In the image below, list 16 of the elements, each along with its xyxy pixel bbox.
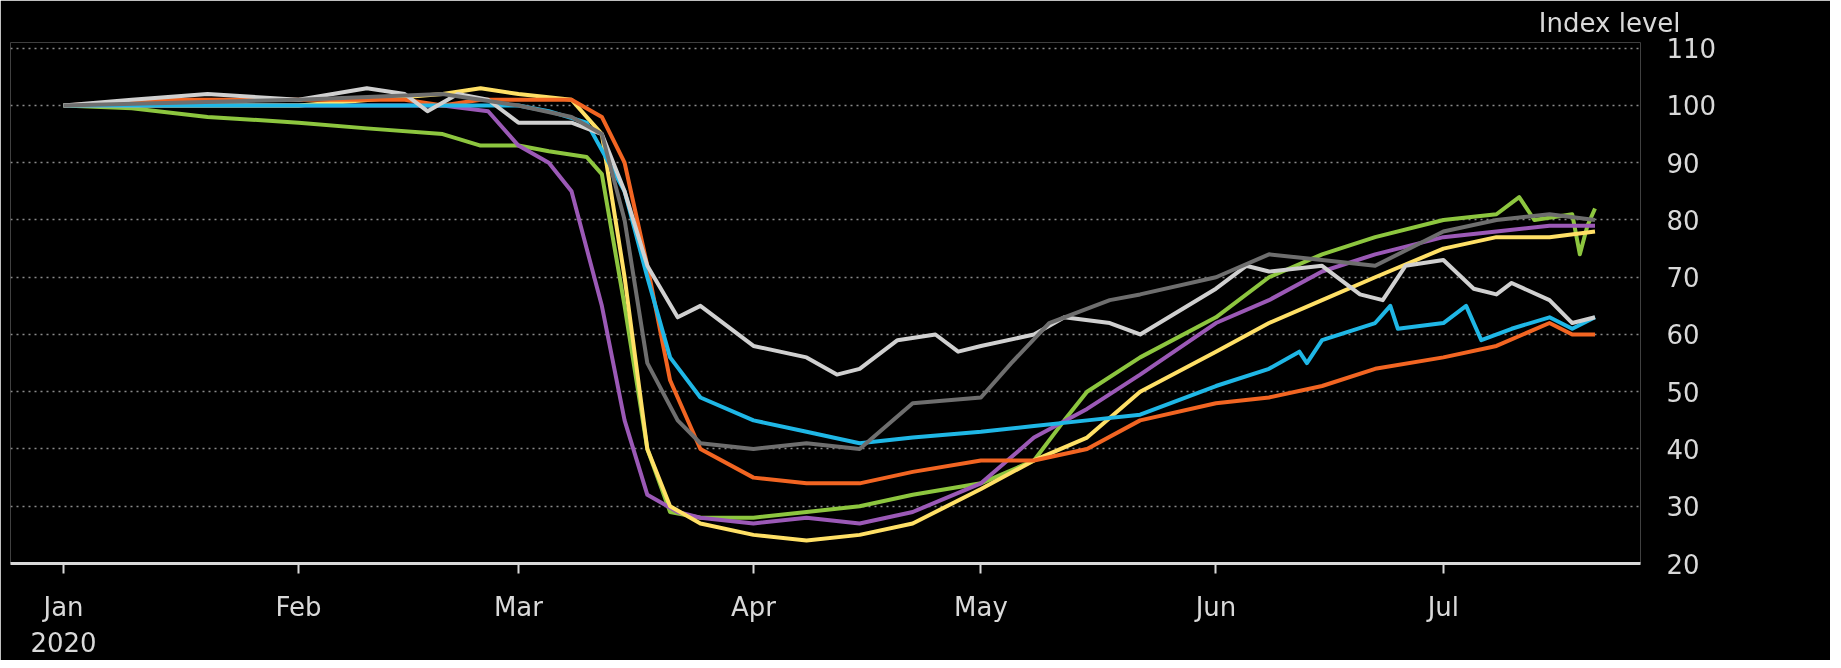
x-tick-label: Apr: [730, 591, 777, 622]
y-tick-label: 50: [1666, 377, 1700, 408]
y-tick-label: 100: [1666, 91, 1717, 122]
x-tick-label: Feb: [275, 591, 322, 622]
x-tick-label: May: [954, 591, 1008, 622]
x-tick-label: Mar: [493, 591, 544, 622]
y-tick-label: 30: [1666, 492, 1700, 523]
x-tick-label: Jun: [1193, 591, 1237, 622]
y-tick-label: 40: [1666, 434, 1700, 465]
y-tick-label: 80: [1666, 205, 1700, 236]
y-tick-label: 70: [1666, 263, 1700, 294]
y-tick-label: 60: [1666, 320, 1700, 351]
y-tick-label: 90: [1666, 148, 1700, 179]
y-tick-label: 20: [1666, 549, 1700, 580]
x-tick-label: Jul: [1425, 591, 1460, 622]
x-tick-label: Jan 2020: [30, 591, 97, 658]
